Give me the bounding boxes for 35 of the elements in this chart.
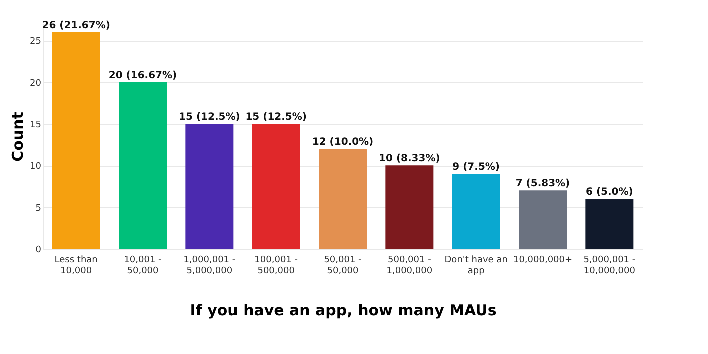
y-tick-label: 0 [36,246,42,256]
x-tick-label: Less than 10,000 [54,256,98,276]
y-tick-label: 10 [30,162,42,172]
bar [52,32,100,249]
data-label: 10 (8.33%) [379,154,440,165]
x-tick-label: 500,001 - 1,000,000 [386,256,433,276]
y-tick-label: 15 [30,120,42,130]
x-tick-label: 10,000,000+ [513,256,573,266]
y-axis-title: Count [9,112,28,162]
data-label: 15 (12.5%) [179,112,240,123]
data-label: 6 (5.0%) [586,187,634,198]
x-tick-label: 50,001 - 50,000 [324,256,362,276]
bar [452,174,500,249]
x-tick-label: 100,001 - 500,000 [254,256,298,276]
x-tick-label: 5,000,001 - 10,000,000 [584,256,636,276]
bar [252,124,300,249]
x-tick-label: 10,001 - 50,000 [124,256,162,276]
y-tick-label: 5 [36,204,42,214]
data-label: 26 (21.67%) [42,20,110,32]
bar [119,82,167,249]
x-tick-label: Don't have an app [444,256,508,276]
bar [586,199,634,249]
data-label: 15 (12.5%) [246,112,307,123]
data-label: 7 (5.83%) [516,178,570,190]
data-label: 12 (10.0%) [312,137,374,148]
bar [519,190,567,249]
bar [186,124,234,249]
data-label: 9 (7.5%) [452,162,500,173]
x-axis-title: If you have an app, how many MAUs [190,302,497,320]
x-tick-label: 1,000,001 - 5,000,000 [184,256,236,276]
y-tick-label: 20 [30,78,42,89]
bar [319,149,367,249]
y-tick-label: 25 [30,37,42,48]
bar [386,166,434,249]
data-label: 20 (16.67%) [108,70,178,82]
